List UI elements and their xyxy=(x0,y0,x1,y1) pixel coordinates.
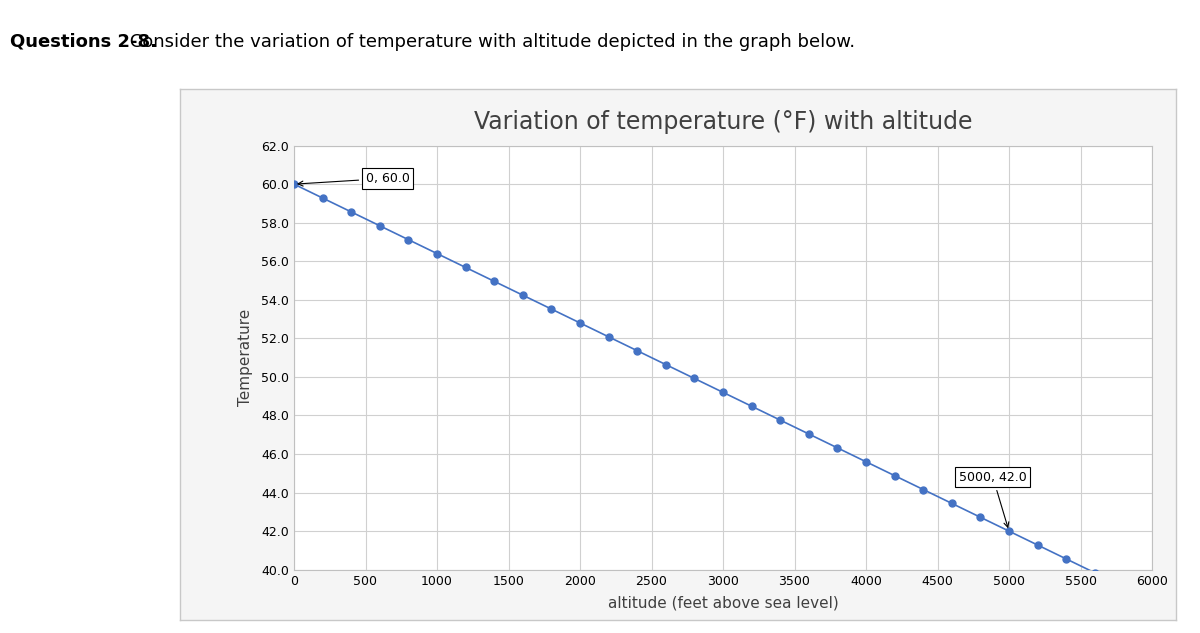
Text: 0, 60.0: 0, 60.0 xyxy=(298,172,409,186)
Title: Variation of temperature (°F) with altitude: Variation of temperature (°F) with altit… xyxy=(474,110,972,134)
Text: Consider the variation of temperature with altitude depicted in the graph below.: Consider the variation of temperature wi… xyxy=(124,33,854,51)
Text: 5000, 42.0: 5000, 42.0 xyxy=(959,471,1027,527)
Y-axis label: Temperature: Temperature xyxy=(238,309,253,406)
Text: Questions 2-8.: Questions 2-8. xyxy=(10,33,156,51)
X-axis label: altitude (feet above sea level): altitude (feet above sea level) xyxy=(607,596,839,611)
